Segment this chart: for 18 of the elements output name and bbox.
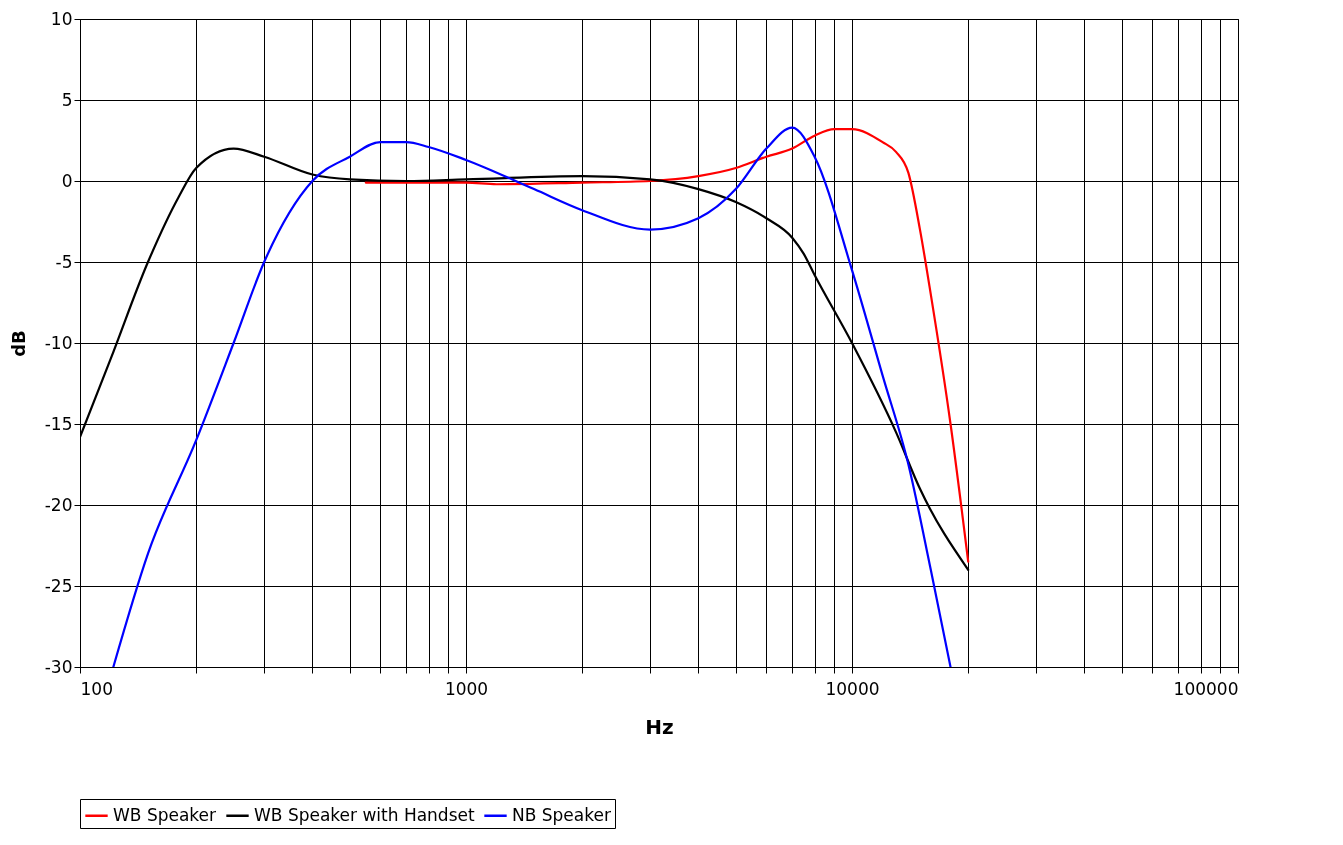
y-axis-title: dB: [7, 330, 29, 357]
y-tick-label: -30: [44, 656, 73, 677]
y-tick-label: -10: [44, 332, 73, 353]
y-tick-label: 5: [61, 89, 73, 110]
legend-label: WB Speaker with Handset: [254, 804, 475, 825]
y-tick-label: -5: [55, 251, 73, 272]
y-tick-label: -15: [44, 413, 73, 434]
x-tick-label: 1000: [444, 678, 489, 699]
y-tick-label: -25: [44, 575, 73, 596]
x-tick-label: 10000: [825, 678, 880, 699]
legend-label: NB Speaker: [512, 804, 611, 825]
legend-label: WB Speaker: [113, 804, 217, 825]
y-tick-label: 0: [61, 170, 73, 191]
x-axis-title: Hz: [645, 714, 674, 739]
x-tick-label: 100: [80, 678, 113, 699]
x-tick-label: 100000: [1173, 678, 1239, 699]
y-tick-label: -20: [44, 494, 73, 515]
y-tick-label: 10: [50, 8, 73, 29]
